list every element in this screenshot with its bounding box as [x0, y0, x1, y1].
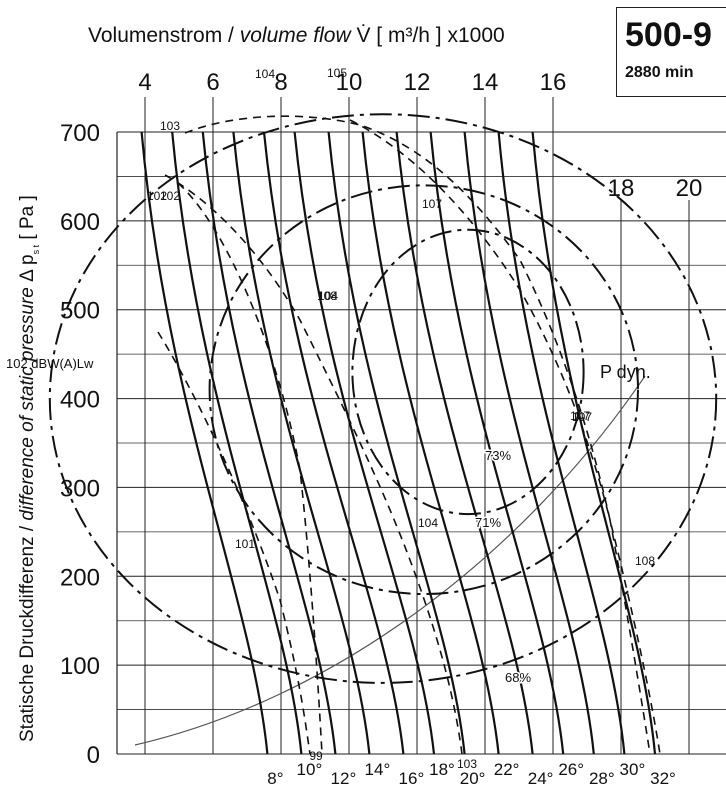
blade-curve-22°	[361, 131, 500, 755]
sound-curve-0	[177, 182, 323, 755]
efficiency-label: 73%	[485, 448, 511, 463]
blade-angle-label: 8°	[267, 769, 283, 788]
blade-curve-8°	[140, 131, 269, 755]
y-tick-label: 200	[60, 564, 100, 591]
blade-angle-label: 28°	[589, 769, 615, 788]
sound-level-label: 102	[160, 189, 180, 203]
blade-curve-32°	[531, 131, 657, 755]
sound-level-label: 101	[235, 537, 255, 551]
y-axis-title-en: difference of static pressure	[17, 287, 38, 520]
y-tick-label: 700	[60, 120, 100, 147]
pdyn-label: P dyn.	[600, 362, 651, 382]
blade-angle-label: 12°	[331, 769, 357, 788]
blade-curve-16°	[262, 131, 405, 755]
blade-angle-label: 30°	[620, 760, 646, 779]
blade-angle-label: 18°	[429, 760, 455, 779]
blade-curve-30°	[497, 131, 626, 755]
model-box: 500-9 2880 min	[616, 7, 726, 97]
x-tick-label: 10	[336, 69, 363, 96]
sound-level-label: 104	[418, 516, 438, 530]
blade-angle-label: 16°	[399, 769, 425, 788]
y-axis-title-unit: [ Pa ]	[17, 195, 38, 245]
sound-level-label: 103	[160, 119, 180, 133]
y-tick-label: 300	[60, 475, 100, 502]
efficiency-contour-71%	[208, 184, 639, 596]
sound-level-label: 105	[327, 66, 347, 80]
blade-angle-label: 22°	[494, 760, 520, 779]
blade-curve-20°	[327, 131, 466, 755]
sound-level-label: 107	[570, 409, 590, 423]
y-tick-label: 400	[60, 387, 100, 414]
blade-curve-14°	[232, 131, 371, 755]
blade-angle-label: 10°	[297, 760, 323, 779]
efficiency-contours: 73% 71% 68%	[48, 113, 718, 687]
sound-unit-label: 102 dBW(A)Lw	[6, 356, 94, 371]
x-tick-label: 18	[608, 175, 635, 202]
sound-level-label: 99	[309, 749, 323, 763]
sound-level-label: 104	[255, 67, 275, 81]
x-axis-title-symbol: V̇ [ m³/h ] x1000	[351, 24, 505, 47]
y-tick-label: 100	[60, 653, 100, 680]
x-axis-title-de: Volumenstrom /	[88, 24, 240, 47]
x-tick-label: 4	[138, 69, 151, 96]
blade-curve-26°	[429, 131, 565, 755]
blade-angle-label: 26°	[558, 760, 584, 779]
y-tick-label: 0	[87, 742, 100, 769]
y-axis-title-sub: s t	[31, 244, 41, 254]
sound-level-label: 107	[422, 197, 442, 211]
y-tick-label: 500	[60, 298, 100, 325]
sound-level-label: 103	[457, 757, 477, 771]
blade-angle-label: 24°	[528, 769, 554, 788]
sound-level-label: 108	[317, 289, 337, 303]
x-tick-label: 16	[540, 69, 567, 96]
blade-angle-label: 20°	[460, 769, 486, 788]
x-tick-label: 12	[404, 69, 431, 96]
grid: 0 100 200 300 400 500 600 700 4 6 8 10 12 14 16 18 20	[60, 69, 726, 769]
sound-curve-1	[157, 331, 311, 755]
efficiency-contour-73%	[351, 228, 585, 516]
blade-curve-12°	[201, 131, 337, 755]
model-speed: 2880 min	[625, 64, 694, 81]
blade-angle-label: 32°	[650, 769, 676, 788]
x-tick-label: 14	[472, 69, 499, 96]
blade-curve-18°	[293, 131, 436, 755]
y-tick-label: 600	[60, 209, 100, 236]
sound-level-label: 107	[572, 410, 592, 424]
efficiency-label: 68%	[505, 670, 531, 685]
efficiency-label: 71%	[475, 515, 501, 530]
sound-level-label: 108	[635, 554, 655, 568]
y-axis-title-de: Statische Druckdifferenz /	[17, 521, 38, 742]
model-title: 500-9	[625, 16, 712, 54]
x-tick-label: 20	[676, 175, 703, 202]
sound-level-label: 104	[318, 289, 338, 303]
y-axis-title-symbol: Δ p	[17, 254, 38, 287]
sound-curve-4	[349, 119, 651, 755]
sound-curve-2	[184, 115, 661, 755]
blade-curve-24°	[395, 131, 534, 755]
blade-curve-10°	[171, 131, 303, 755]
x-tick-label: 6	[206, 69, 219, 96]
y-axis-title: Statische Druckdifferenz / difference of…	[17, 195, 41, 742]
x-axis-title-en: volume flow	[240, 24, 353, 47]
efficiency-contour-68%	[48, 113, 718, 684]
x-axis-title: Volumenstrom / volume flow V̇ [ m³/h ] x…	[88, 24, 505, 47]
blade-angle-label: 14°	[365, 760, 391, 779]
x-tick-label: 8	[274, 69, 287, 96]
